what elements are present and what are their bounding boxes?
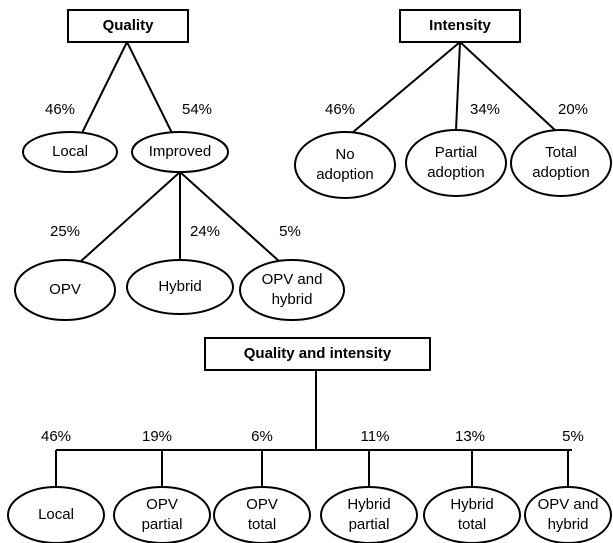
node [294,131,396,199]
node-label: OPV [49,281,81,298]
node-label: No [335,146,354,163]
share-label: 5% [562,428,584,445]
connector [455,41,461,131]
node-label: Total [545,144,577,161]
share-label: 34% [470,101,500,118]
connector [459,41,557,132]
node [14,259,116,321]
node-label: adoption [427,164,485,181]
node [423,486,521,543]
node [131,131,229,173]
root-title: Quality [103,17,155,34]
node-label: Hybrid [450,496,493,513]
connector [351,41,461,134]
node-label: Hybrid [158,278,201,295]
share-label: 46% [41,428,71,445]
node-label: OPV and [262,271,323,288]
node-label: total [458,516,486,533]
share-label: 46% [45,101,75,118]
node [524,486,612,543]
share-label: 19% [142,428,172,445]
node-label: partial [349,516,390,533]
node [320,486,418,543]
node [510,129,612,197]
root-box [204,337,431,371]
node [113,486,211,543]
share-label: 5% [279,223,301,240]
node [22,131,118,173]
share-label: 20% [558,101,588,118]
node-label: hybrid [272,291,313,308]
share-label: 54% [182,101,212,118]
node-label: OPV and [538,496,599,513]
node [126,259,234,315]
node-label: partial [142,516,183,533]
share-label: 24% [190,223,220,240]
connector [179,171,281,263]
node-label: Hybrid [347,496,390,513]
node-label: adoption [532,164,590,181]
node [405,129,507,197]
node-label: Local [38,506,74,523]
connector [79,171,181,263]
connector [81,41,128,134]
node-label: hybrid [548,516,589,533]
share-label: 46% [325,101,355,118]
root-box [399,9,521,43]
root-title: Quality and intensity [244,345,392,362]
node-label: OPV [146,496,178,513]
node-label: Improved [149,143,212,160]
share-label: 11% [361,428,390,445]
share-label: 6% [251,428,273,445]
node [239,259,345,321]
node [213,486,311,543]
node-label: OPV [246,496,278,513]
share-label: 13% [455,428,485,445]
root-box [67,9,189,43]
root-title: Intensity [429,17,491,34]
node-label: adoption [316,166,374,183]
connector [126,41,173,134]
node-label: total [248,516,276,533]
node-label: Local [52,143,88,160]
node [7,486,105,543]
share-label: 25% [50,223,80,240]
node-label: Partial [435,144,478,161]
